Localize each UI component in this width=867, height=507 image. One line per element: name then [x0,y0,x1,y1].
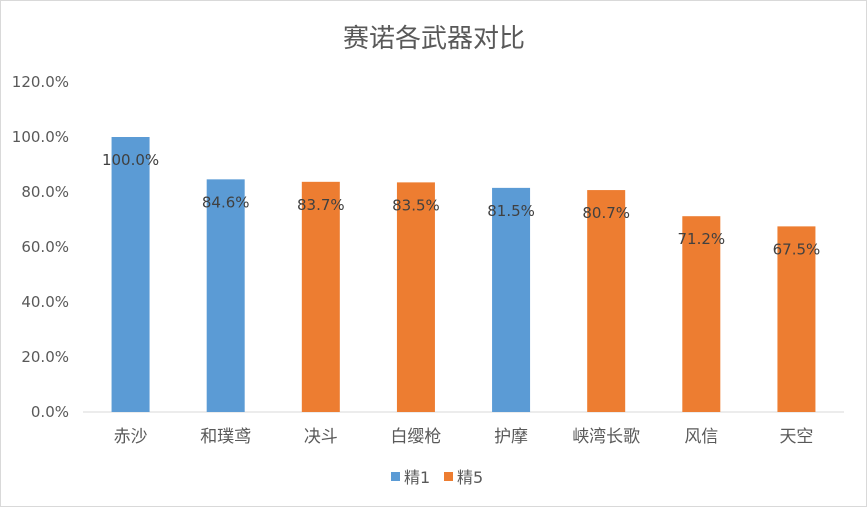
bar [206,179,245,412]
data-label: 67.5% [773,240,821,258]
data-label: 71.2% [677,230,725,248]
bar [396,182,435,412]
data-labels: 100.0% 84.6% 83.7% 83.5% 81.5% 80.7% 71.2% 67.5… [102,151,820,258]
data-label: 81.5% [487,202,535,220]
category-label: 天空 [779,427,813,447]
y-tick-label: 0.0% [31,403,69,421]
data-label: 83.7% [297,196,345,214]
bar [777,226,816,412]
bar [682,216,721,412]
category-labels: 赤沙 和璞鸢 决斗 白缨枪 护摩 峡湾长歌 风信 天空 [114,427,814,447]
legend-swatch [391,472,400,481]
category-label: 白缨枪 [390,427,441,447]
y-tick-label: 80.0% [21,183,69,201]
y-tick-label: 40.0% [21,293,69,311]
y-tick-label: 20.0% [21,348,69,366]
legend: 精1 精5 [391,468,483,487]
bar [111,137,150,412]
category-label: 赤沙 [114,427,148,447]
category-label: 风信 [684,427,718,447]
y-tick-label: 60.0% [21,238,69,256]
legend-label: 精1 [404,468,430,487]
bar [301,181,340,412]
data-label: 80.7% [582,204,630,222]
legend-swatch [444,472,453,481]
legend-label: 精5 [457,468,483,487]
y-tick-label: 100.0% [12,128,69,146]
data-label: 100.0% [102,151,159,169]
y-axis-ticks: 0.0% 20.0% 40.0% 60.0% 80.0% 100.0% 120.0% [12,73,69,421]
category-label: 和璞鸢 [200,427,251,447]
bars [111,137,816,412]
category-label: 护摩 [494,427,528,447]
y-tick-label: 120.0% [12,73,69,91]
bar [587,190,626,412]
category-label: 峡湾长歌 [572,427,640,447]
data-label: 84.6% [202,193,250,211]
category-label: 决斗 [304,427,338,447]
data-label: 83.5% [392,196,440,214]
chart-title: 赛诺各武器对比 [343,24,525,54]
bar [492,187,531,412]
